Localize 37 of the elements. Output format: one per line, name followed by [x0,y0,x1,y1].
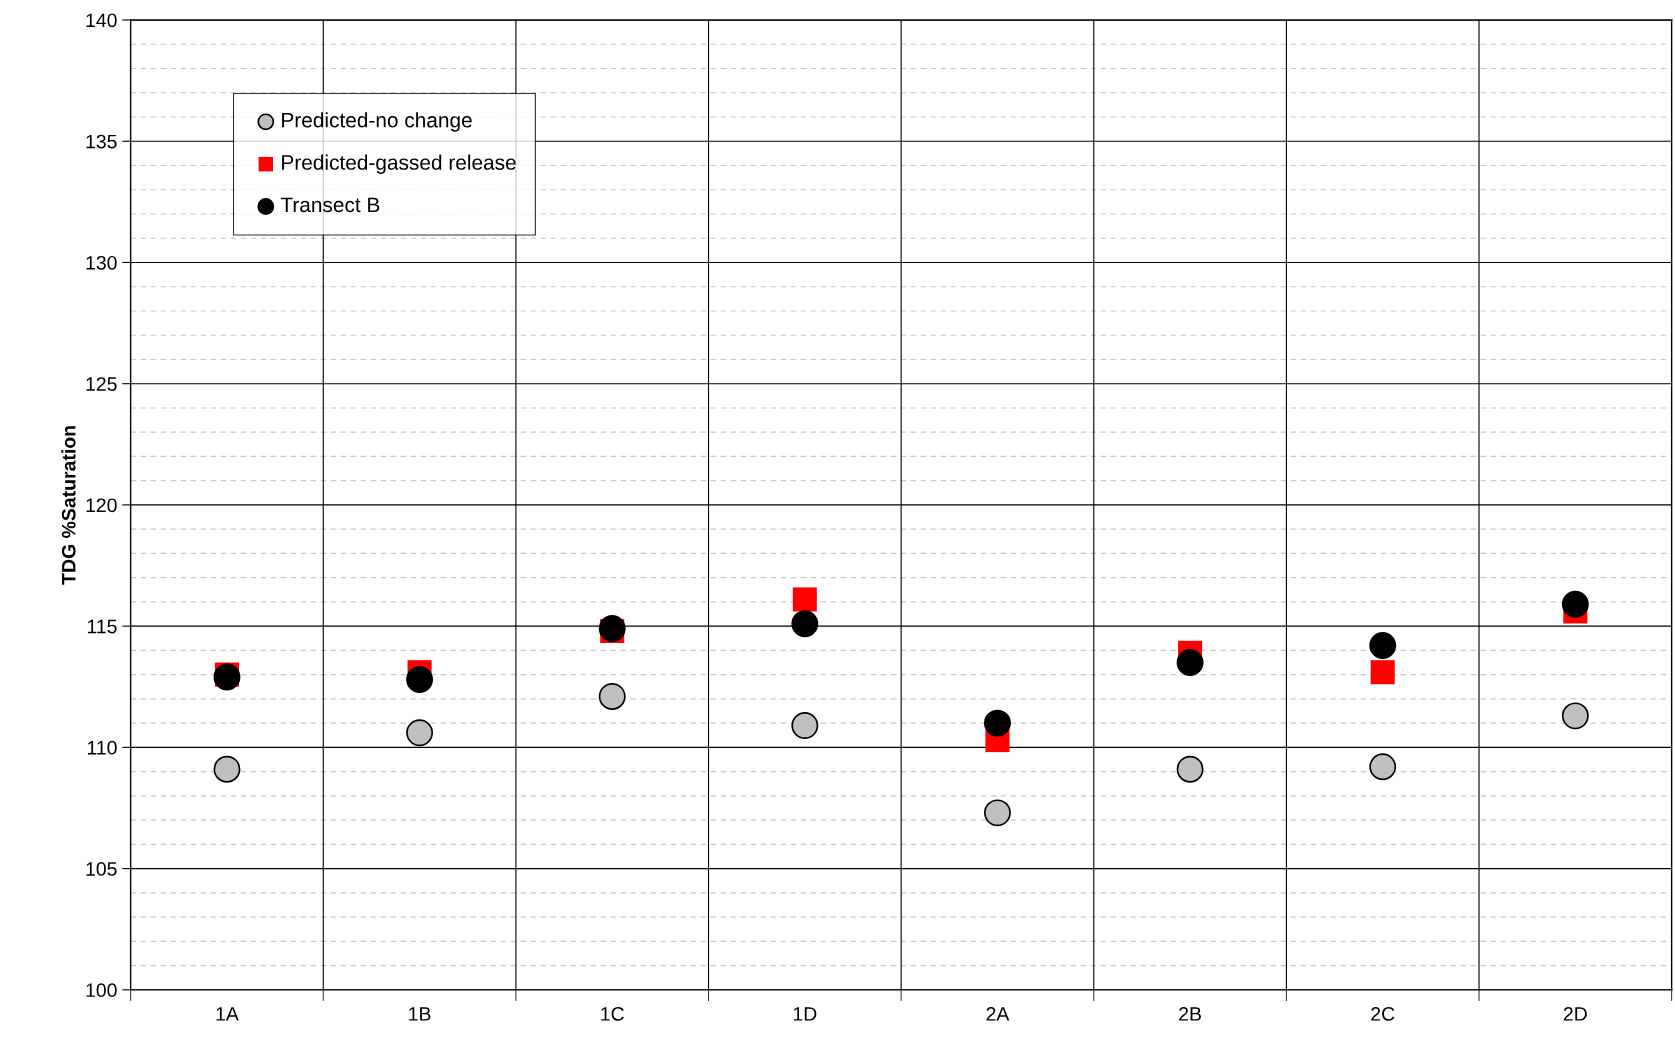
point [1369,753,1397,781]
legend-label: Transect B [280,197,380,213]
point [984,709,1011,737]
point [406,666,434,693]
y-tick-label: 135 [86,134,117,149]
point [1176,649,1204,676]
x-tick-label: 2A [986,1007,1010,1021]
point [984,799,1011,827]
point [598,683,626,710]
x-tick-label: 1D [793,1007,817,1021]
y-axis-title: TDG %Saturation [61,426,76,585]
y-tick-label: 110 [87,740,117,755]
point [1176,755,1204,783]
y-tick-label: 125 [86,377,117,391]
x-tick-label: 1A [216,1007,239,1021]
x-tick-label: 2C [1371,1007,1395,1021]
x-tick-label: 2D [1563,1007,1587,1021]
point [1561,590,1589,618]
point [406,719,434,747]
y-tick-label: 140 [86,13,117,28]
x-tick-label: 1B [409,1007,431,1021]
y-tick-label: 120 [86,498,117,513]
point [1561,702,1589,730]
point [791,610,819,638]
point [791,712,819,739]
y-tick-label: 130 [86,255,117,270]
x-tick-label: 2B [1179,1007,1201,1021]
y-tick-label: 100 [86,983,117,998]
x-tick-label: 1C [601,1007,624,1021]
y-tick-label: 115 [87,619,117,634]
point [1370,660,1395,685]
point [213,755,241,783]
y-tick-label: 105 [86,862,117,876]
point [1369,632,1397,659]
point [792,587,817,612]
legend-label: Predicted-gassed release [282,154,516,174]
legend-label: Predicted-no change [282,112,472,132]
